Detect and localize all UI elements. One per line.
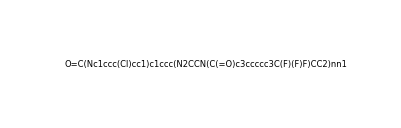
Text: O=C(Nc1ccc(Cl)cc1)c1ccc(N2CCN(C(=O)c3ccccc3C(F)(F)F)CC2)nn1: O=C(Nc1ccc(Cl)cc1)c1ccc(N2CCN(C(=O)c3ccc… — [65, 60, 346, 69]
